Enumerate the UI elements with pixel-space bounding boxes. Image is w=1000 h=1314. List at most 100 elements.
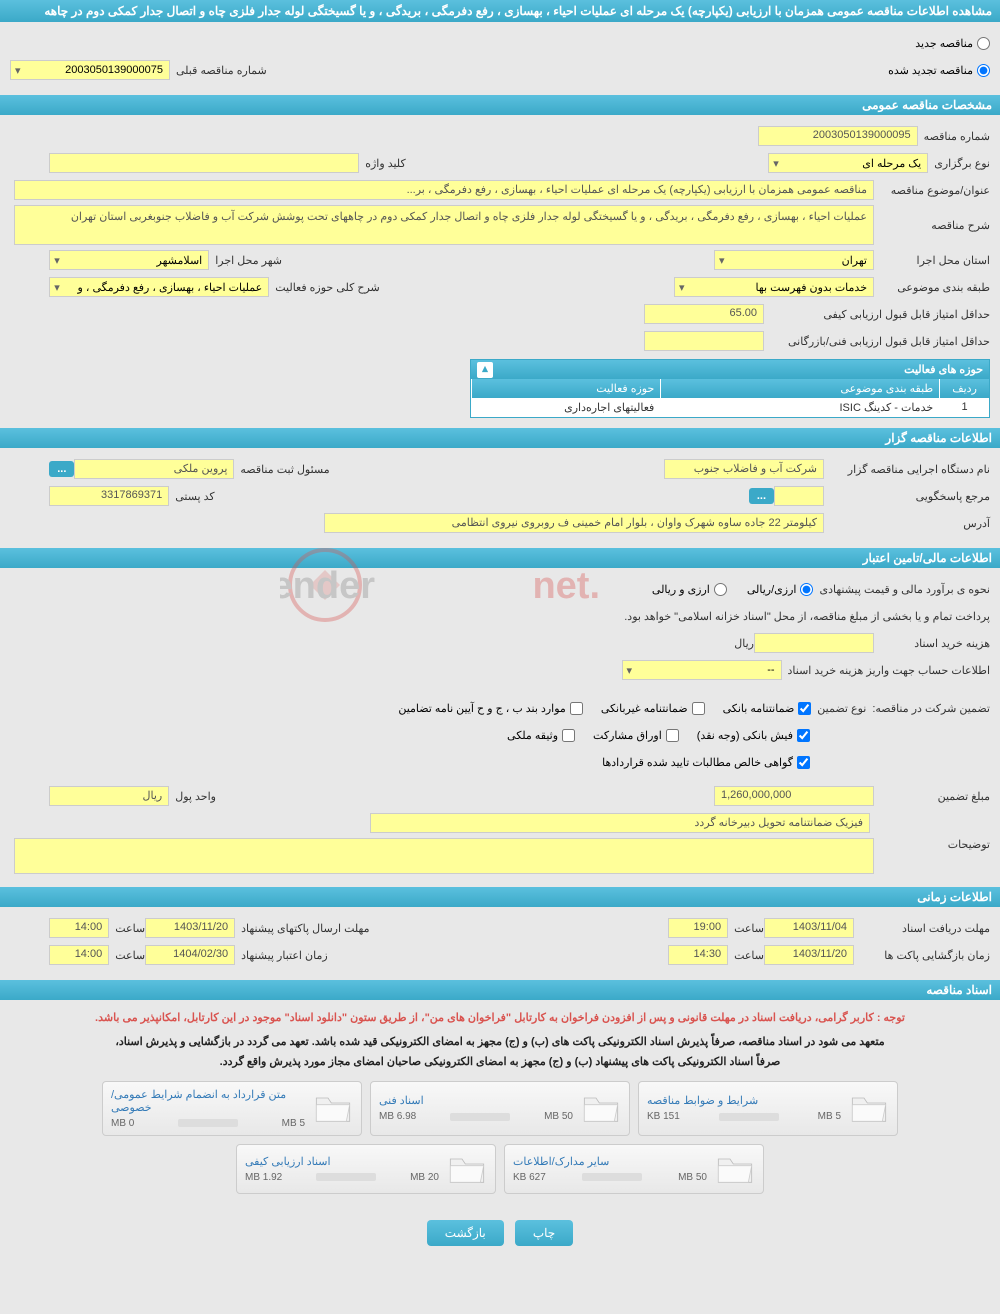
tender-type-area: مناقصه جدید مناقصه تجدید شده شماره مناقص… — [0, 22, 1000, 91]
timing-area: مهلت دریافت اسناد 1403/11/04 ساعت 19:00 … — [0, 907, 1000, 976]
responder-label: مرجع پاسخگویی — [830, 490, 990, 503]
row-category: خدمات - کدینگ ISIC — [660, 398, 939, 417]
estimation-label: نحوه ی برآورد مالی و قیمت پیشنهادی — [819, 583, 990, 596]
validity-time-field[interactable]: 14:00 — [49, 945, 109, 965]
time-label-2: ساعت — [115, 922, 145, 935]
guarantee-amount-field[interactable]: 1,260,000,000 — [714, 786, 874, 806]
documents-area: توجه : کاربر گرامی، دریافت اسناد در مهلت… — [0, 1000, 1000, 1208]
section-general: مشخصات مناقصه عمومی — [0, 95, 1000, 115]
time-label-4: ساعت — [115, 949, 145, 962]
section-financial: اطلاعات مالی/تامین اعتبار — [0, 548, 1000, 568]
radio-new-tender[interactable]: مناقصه جدید — [915, 37, 990, 50]
guarantee-label: تضمین شرکت در مناقصه: — [872, 702, 990, 715]
account-label: اطلاعات حساب جهت واریز هزینه خرید اسناد — [788, 664, 990, 677]
print-button[interactable]: چاپ — [515, 1220, 573, 1246]
collapse-icon[interactable]: ▴ — [477, 362, 493, 378]
chk-items[interactable]: موارد بند ب ، ج و ح آیین نامه تضامین — [398, 702, 582, 715]
button-row: چاپ بازگشت — [0, 1208, 1000, 1258]
prev-num-label: شماره مناقصه قبلی — [176, 64, 267, 77]
send-deadline-label: مهلت ارسال پاکتهای پیشنهاد — [241, 922, 369, 935]
notes-label: توضیحات — [880, 838, 990, 851]
min-quality-field[interactable]: 65.00 — [644, 304, 764, 324]
radio-renewed-tender[interactable]: مناقصه تجدید شده — [888, 64, 990, 77]
responder-lookup-button[interactable]: ... — [749, 488, 774, 504]
desc-field[interactable]: عملیات احیاء ، بهسازی ، رفع دفرمگی ، بری… — [14, 205, 874, 245]
postal-field: 3317869371 — [49, 486, 169, 506]
province-label: استان محل اجرا — [880, 254, 990, 267]
category-label: طبقه بندی موضوعی — [880, 281, 990, 294]
doc-limit: 5 MB — [282, 1118, 305, 1129]
radio-rial[interactable]: ارزی/ریالی — [747, 583, 814, 596]
city-label: شهر محل اجرا — [215, 254, 282, 267]
doc-card[interactable]: سایر مدارک/اطلاعات50 MB627 KB — [504, 1144, 764, 1194]
doc-card[interactable]: شرایط و ضوابط مناقصه 5 MB 151 KB — [638, 1081, 898, 1136]
category-dropdown[interactable]: خدمات بدون فهرست بها — [674, 277, 874, 297]
physical-note-field: فیزیک ضمانتنامه تحویل دبیرخانه گردد — [370, 813, 870, 833]
doc-title: شرایط و ضوابط مناقصه — [647, 1094, 841, 1107]
doc-card[interactable]: اسناد فنی 50 MB 6.98 MB — [370, 1081, 630, 1136]
doc-size: 6.98 MB — [379, 1111, 416, 1122]
doc-card[interactable]: اسناد ارزیابی کیفی20 MB1.92 MB — [236, 1144, 496, 1194]
activity-scope-dropdown[interactable]: عملیات احیاء ، بهسازی ، رفع دفرمگی ، و — [49, 277, 269, 297]
send-time-field[interactable]: 14:00 — [49, 918, 109, 938]
keyword-field[interactable] — [49, 153, 359, 173]
docs-grid: شرایط و ضوابط مناقصه 5 MB 151 KB اسناد فنی 5… — [10, 1073, 990, 1202]
chk-nonbank-guarantee[interactable]: ضمانتنامه غیربانکی — [601, 702, 705, 715]
province-dropdown[interactable]: تهران — [714, 250, 874, 270]
address-field: کیلومتر 22 جاده ساوه شهرک واوان ، بلوار … — [324, 513, 824, 533]
address-label: آدرس — [830, 517, 990, 530]
doc-card[interactable]: متن قرارداد به انضمام شرایط عمومی/خصوصی5… — [102, 1081, 362, 1136]
chk-claims[interactable]: گواهی خالص مطالبات تایید شده قراردادها — [602, 756, 810, 769]
col-activity-header: حوزه فعالیت — [471, 379, 660, 398]
activity-scope-label: شرح کلی حوزه فعالیت — [275, 281, 380, 294]
doc-size: 151 KB — [647, 1111, 680, 1122]
time-label-1: ساعت — [734, 922, 764, 935]
notes-field[interactable] — [14, 838, 874, 874]
validity-date-field[interactable]: 1404/02/30 — [145, 945, 235, 965]
min-quality-label: حداقل امتیاز قابل قبول ارزیابی کیفی — [770, 308, 990, 321]
receive-date-field[interactable]: 1403/11/04 — [764, 918, 854, 938]
opening-time-field[interactable]: 14:30 — [668, 945, 728, 965]
row-idx: 1 — [939, 398, 989, 417]
registrar-lookup-button[interactable]: ... — [49, 461, 74, 477]
holding-type-dropdown[interactable]: یک مرحله ای — [768, 153, 928, 173]
account-dropdown[interactable]: -- — [622, 660, 782, 680]
guarantee-type-label: نوع تضمین — [817, 702, 866, 715]
chk-securities[interactable]: اوراق مشارکت — [593, 729, 679, 742]
chk-property[interactable]: وثیقه ملکی — [507, 729, 575, 742]
prev-num-dropdown[interactable]: 2003050139000075 — [10, 60, 170, 80]
progress-bar — [178, 1119, 238, 1127]
currency-unit-field: ریال — [49, 786, 169, 806]
back-button[interactable]: بازگشت — [427, 1220, 504, 1246]
opening-date-field[interactable]: 1403/11/20 — [764, 945, 854, 965]
send-date-field[interactable]: 1403/11/20 — [145, 918, 235, 938]
keyword-label: کلید واژه — [365, 157, 405, 170]
chk-bank-guarantee[interactable]: ضمانتنامه بانکی — [723, 702, 812, 715]
tender-num-label: شماره مناقصه — [924, 130, 990, 143]
doc-cost-label: هزینه خرید اسناد — [880, 637, 990, 650]
subject-field[interactable]: مناقصه عمومی همزمان با ارزیابی (یکپارچه)… — [14, 180, 874, 200]
doc-cost-field[interactable] — [754, 633, 874, 653]
doc-title: اسناد ارزیابی کیفی — [245, 1155, 439, 1168]
doc-limit: 5 MB — [818, 1111, 841, 1122]
holding-type-label: نوع برگزاری — [934, 157, 990, 170]
financial-area: نحوه ی برآورد مالی و قیمت پیشنهادی ارزی/… — [0, 568, 1000, 883]
responder-field — [774, 486, 824, 506]
doc-limit: 50 MB — [544, 1111, 573, 1122]
radio-currency[interactable]: ارزی و ریالی — [652, 583, 727, 596]
organizer-area: نام دستگاه اجرایی مناقصه گزار شرکت آب و … — [0, 448, 1000, 544]
col-category-header: طبقه بندی موضوعی — [660, 379, 939, 398]
doc-size: 0 MB — [111, 1118, 134, 1129]
receive-time-field[interactable]: 19:00 — [668, 918, 728, 938]
progress-bar — [582, 1173, 642, 1181]
activities-table: حوزه های فعالیت ▴ ردیف طبقه بندی موضوعی … — [470, 359, 990, 418]
city-dropdown[interactable]: اسلامشهر — [49, 250, 209, 270]
min-tech-field[interactable] — [644, 331, 764, 351]
guarantee-amount-label: مبلغ تضمین — [880, 790, 990, 803]
section-timing: اطلاعات زمانی — [0, 887, 1000, 907]
org-name-field: شرکت آب و فاضلاب جنوب — [664, 459, 824, 479]
doc-title: اسناد فنی — [379, 1094, 573, 1107]
note-black-2: صرفاً اسناد الکترونیکی پاکت های پیشنهاد … — [10, 1052, 990, 1073]
chk-bank-receipt[interactable]: فیش بانکی (وجه نقد) — [697, 729, 810, 742]
tender-num-field: 2003050139000095 — [758, 126, 918, 146]
